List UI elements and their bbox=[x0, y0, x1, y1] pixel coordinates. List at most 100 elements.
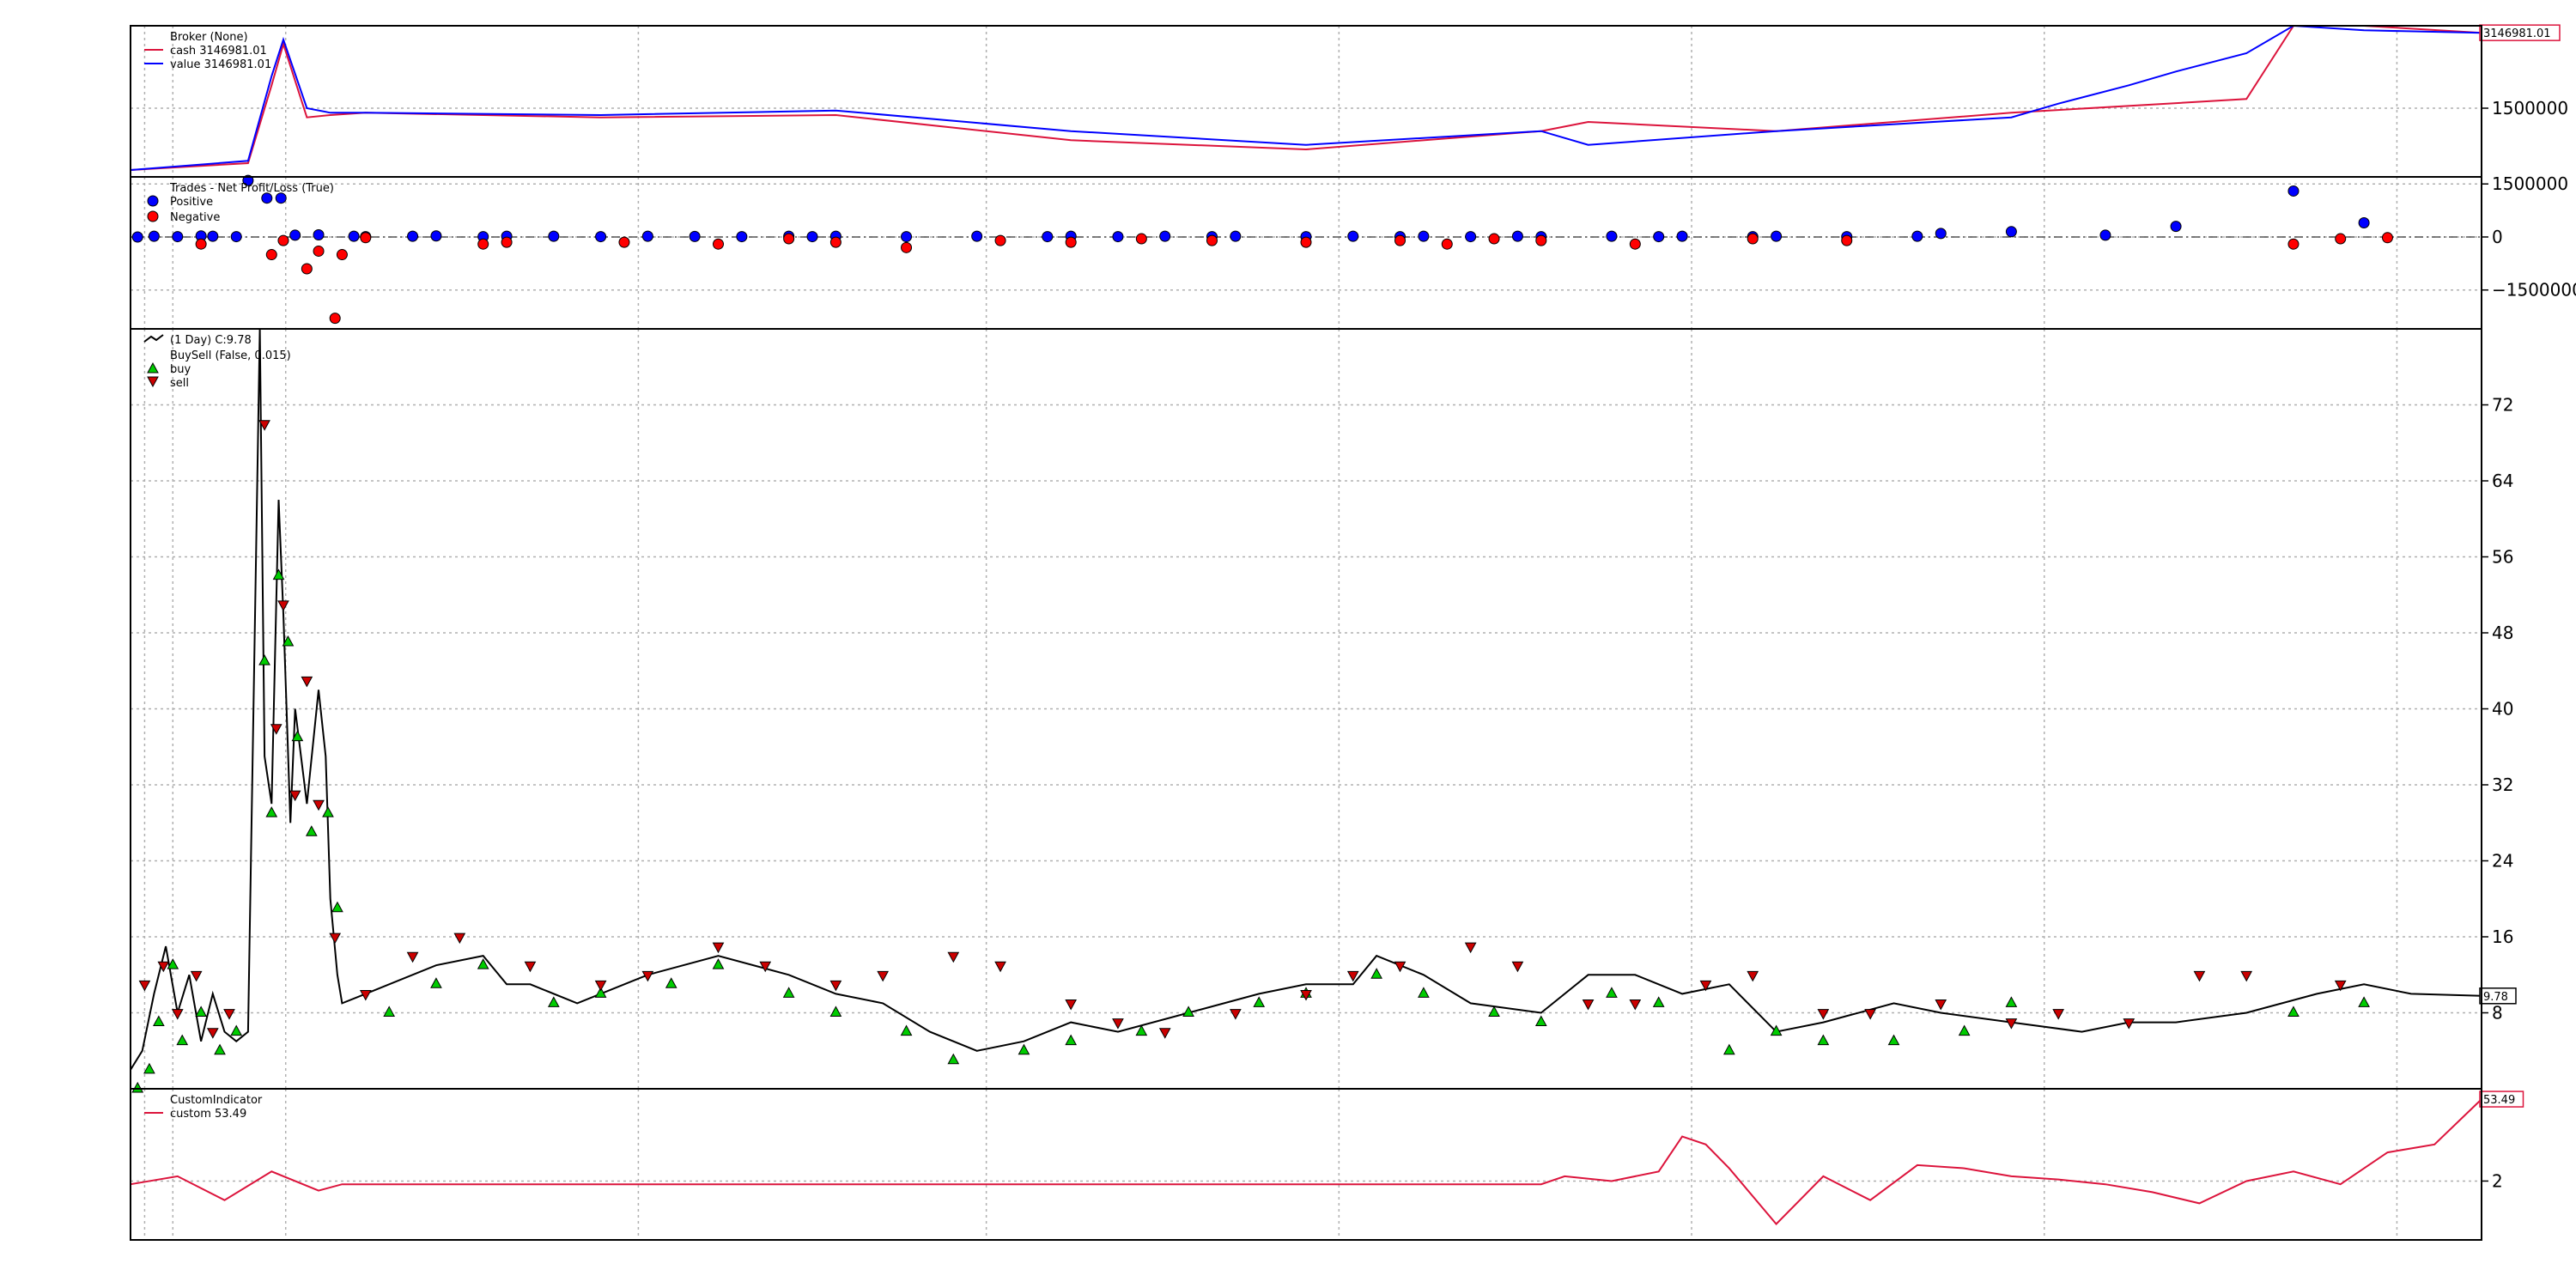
y-tick-label-trades-1: 0 bbox=[2492, 227, 2503, 247]
sell-marker-0 bbox=[138, 980, 151, 992]
trade-point-positive-0 bbox=[131, 231, 143, 243]
trade-point-negative-9 bbox=[501, 236, 513, 248]
sell-marker-29 bbox=[1300, 989, 1312, 1001]
trade-point-positive-48 bbox=[2005, 226, 2017, 238]
sell-marker-16 bbox=[524, 961, 537, 973]
buy-marker-44 bbox=[2005, 996, 2018, 1007]
chart-panels: 1500000 3146981.01 1500000 0 −1500000 8 16 24 32… bbox=[130, 24, 2576, 1241]
legend-label-broker-0: cash 3146981.01 bbox=[170, 45, 267, 58]
trade-point-negative-28 bbox=[2335, 233, 2347, 245]
legend-label-indicator-0: custom 53.49 bbox=[170, 1108, 246, 1121]
trade-point-positive-23 bbox=[806, 231, 818, 243]
trade-point-negative-1 bbox=[265, 249, 277, 261]
sell-marker-17 bbox=[594, 980, 607, 992]
trade-point-positive-49 bbox=[2099, 229, 2111, 241]
trade-point-negative-6 bbox=[336, 249, 348, 261]
trade-point-positive-7 bbox=[261, 192, 273, 204]
buy-marker-9 bbox=[265, 806, 278, 817]
trade-point-negative-5 bbox=[329, 313, 341, 325]
y-tick-label-price-2: 24 bbox=[2492, 851, 2513, 872]
sell-marker-20 bbox=[759, 961, 772, 973]
series-line-broker-1 bbox=[130, 24, 2482, 171]
sell-marker-44 bbox=[2193, 970, 2206, 982]
buy-marker-39 bbox=[1722, 1043, 1735, 1055]
last-value-box-price bbox=[2479, 987, 2517, 1005]
sell-marker-12 bbox=[329, 933, 342, 945]
trade-point-positive-13 bbox=[407, 230, 419, 242]
sell-marker-32 bbox=[1464, 942, 1477, 954]
y-tick-label-indicator-0: 2 bbox=[2492, 1170, 2503, 1191]
sell-marker-34 bbox=[1582, 999, 1595, 1011]
legend-title-indicator: CustomIndicator bbox=[170, 1094, 263, 1107]
sell-marker-10 bbox=[301, 676, 313, 688]
buy-marker-37 bbox=[1606, 987, 1618, 998]
sell-marker-39 bbox=[1864, 1009, 1876, 1020]
trade-point-positive-20 bbox=[689, 230, 701, 242]
buy-marker-12 bbox=[291, 730, 304, 742]
buy-marker-10 bbox=[272, 568, 285, 580]
y-tick-label-price-0: 8 bbox=[2492, 1003, 2503, 1024]
trade-point-negative-23 bbox=[1535, 234, 1547, 246]
buy-marker-25 bbox=[900, 1024, 913, 1036]
buy-marker-15 bbox=[331, 901, 343, 913]
legend-swatch-sell bbox=[147, 376, 159, 388]
trade-point-negative-11 bbox=[713, 238, 724, 250]
buy-marker-3 bbox=[167, 958, 179, 969]
series-line-broker-0 bbox=[130, 25, 2482, 171]
sell-marker-14 bbox=[406, 951, 419, 963]
trade-point-negative-8 bbox=[477, 238, 489, 250]
y-tick-label-trades-0: 1500000 bbox=[2492, 173, 2568, 194]
trade-point-positive-52 bbox=[2358, 217, 2370, 229]
sell-marker-4 bbox=[206, 1028, 219, 1039]
trade-point-positive-37 bbox=[1465, 231, 1477, 243]
trade-point-positive-27 bbox=[1042, 231, 1054, 243]
trade-point-negative-16 bbox=[1065, 236, 1077, 248]
trade-point-negative-0 bbox=[195, 238, 207, 250]
trade-point-negative-22 bbox=[1488, 233, 1500, 245]
trade-point-negative-13 bbox=[829, 236, 841, 248]
y-tick-label-broker-0: 1500000 bbox=[2492, 98, 2568, 118]
buy-marker-4 bbox=[176, 1034, 189, 1046]
trade-point-positive-38 bbox=[1511, 230, 1523, 242]
trade-point-positive-1 bbox=[148, 230, 160, 242]
trade-point-negative-4 bbox=[313, 245, 325, 257]
sell-marker-1 bbox=[157, 961, 170, 973]
trade-point-positive-26 bbox=[971, 230, 983, 242]
legend-label-trades-1: Negative bbox=[170, 211, 220, 224]
y-tick-label-price-6: 56 bbox=[2492, 547, 2513, 568]
buy-marker-29 bbox=[1135, 1024, 1148, 1036]
sell-marker-21 bbox=[829, 980, 842, 992]
sell-marker-7 bbox=[270, 724, 283, 735]
sell-marker-27 bbox=[1158, 1028, 1171, 1039]
buy-marker-14 bbox=[322, 806, 334, 817]
sell-marker-6 bbox=[258, 420, 270, 431]
trade-point-positive-51 bbox=[2287, 185, 2300, 197]
legend-label-price-2: buy bbox=[170, 363, 191, 376]
trade-point-positive-40 bbox=[1606, 230, 1618, 242]
sell-marker-36 bbox=[1699, 980, 1712, 992]
trade-point-negative-27 bbox=[2287, 238, 2300, 250]
buy-marker-2 bbox=[153, 1015, 165, 1026]
buy-marker-35 bbox=[1488, 1005, 1500, 1017]
legend-title-broker: Broker (None) bbox=[170, 31, 248, 44]
trade-point-negative-20 bbox=[1394, 234, 1406, 246]
legend-swatch-price-line bbox=[143, 334, 164, 343]
buy-marker-1 bbox=[143, 1062, 155, 1074]
trade-point-negative-14 bbox=[901, 241, 913, 253]
sell-marker-46 bbox=[2334, 980, 2347, 992]
buy-marker-11 bbox=[282, 635, 295, 647]
series-line-indicator-0 bbox=[130, 1098, 2482, 1225]
trade-point-positive-32 bbox=[1230, 230, 1242, 242]
legend-swatch-trades-1 bbox=[147, 210, 159, 222]
trade-point-positive-2 bbox=[172, 231, 184, 243]
trade-point-negative-10 bbox=[618, 236, 630, 248]
legend-label-trades-0: Positive bbox=[170, 196, 213, 209]
trade-point-negative-26 bbox=[1841, 234, 1853, 246]
trade-point-positive-21 bbox=[736, 231, 748, 243]
last-value-box-indicator bbox=[2479, 1091, 2524, 1108]
trade-point-positive-47 bbox=[1935, 228, 1947, 240]
trade-point-negative-3 bbox=[301, 263, 313, 275]
trade-point-positive-9 bbox=[289, 229, 301, 241]
trade-point-positive-5 bbox=[230, 231, 242, 243]
